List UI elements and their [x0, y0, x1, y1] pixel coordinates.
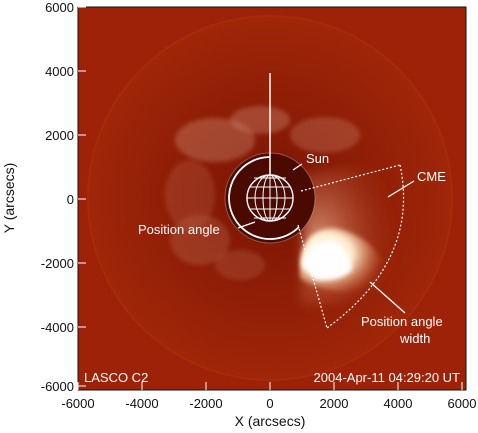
x-tick-label: 6000 [448, 396, 477, 411]
y-tick-label: 6000 [45, 0, 74, 15]
pa-width-label-line1: Position angle [361, 314, 443, 329]
x-tick-label: -2000 [189, 396, 222, 411]
y-tick-label: -4000 [41, 320, 74, 335]
x-tick-label: 0 [266, 396, 273, 411]
sun-globe [246, 174, 294, 222]
y-axis-title: Y (arcsecs) [1, 163, 17, 234]
x-tick-label: 4000 [384, 396, 413, 411]
pa-width-wedge [297, 164, 405, 329]
y-tick-label: 2000 [45, 128, 74, 143]
cme-label: CME [417, 169, 446, 184]
position-angle-arc [228, 156, 300, 240]
instrument-label: LASCO C2 [84, 370, 148, 385]
field-edge [87, 15, 453, 381]
x-tick-label: -6000 [61, 396, 94, 411]
tick-marks [77, 6, 463, 390]
y-tick-labels: 6000 4000 2000 0 -2000 -4000 -6000 [41, 0, 74, 394]
x-axis-title: X (arcsecs) [235, 413, 306, 429]
y-tick-label: -2000 [41, 256, 74, 271]
y-tick-label: 4000 [45, 64, 74, 79]
x-tick-label: -4000 [125, 396, 158, 411]
y-tick-label: -6000 [41, 379, 74, 394]
leader-lines [237, 163, 415, 314]
x-tick-labels: -6000 -4000 -2000 0 2000 4000 6000 [61, 396, 476, 411]
pa-width-label-line2: width [399, 331, 430, 346]
timestamp-label: 2004-Apr-11 04:29:20 UT [314, 370, 461, 385]
sun-label: Sun [306, 151, 329, 166]
plot-area: Sun CME Position angle Position angle wi… [78, 7, 466, 390]
y-tick-label: 0 [67, 192, 74, 207]
position-angle-label: Position angle [138, 222, 220, 237]
corona-texture [165, 106, 360, 280]
x-tick-label: 2000 [320, 396, 349, 411]
cme-core [302, 240, 352, 281]
